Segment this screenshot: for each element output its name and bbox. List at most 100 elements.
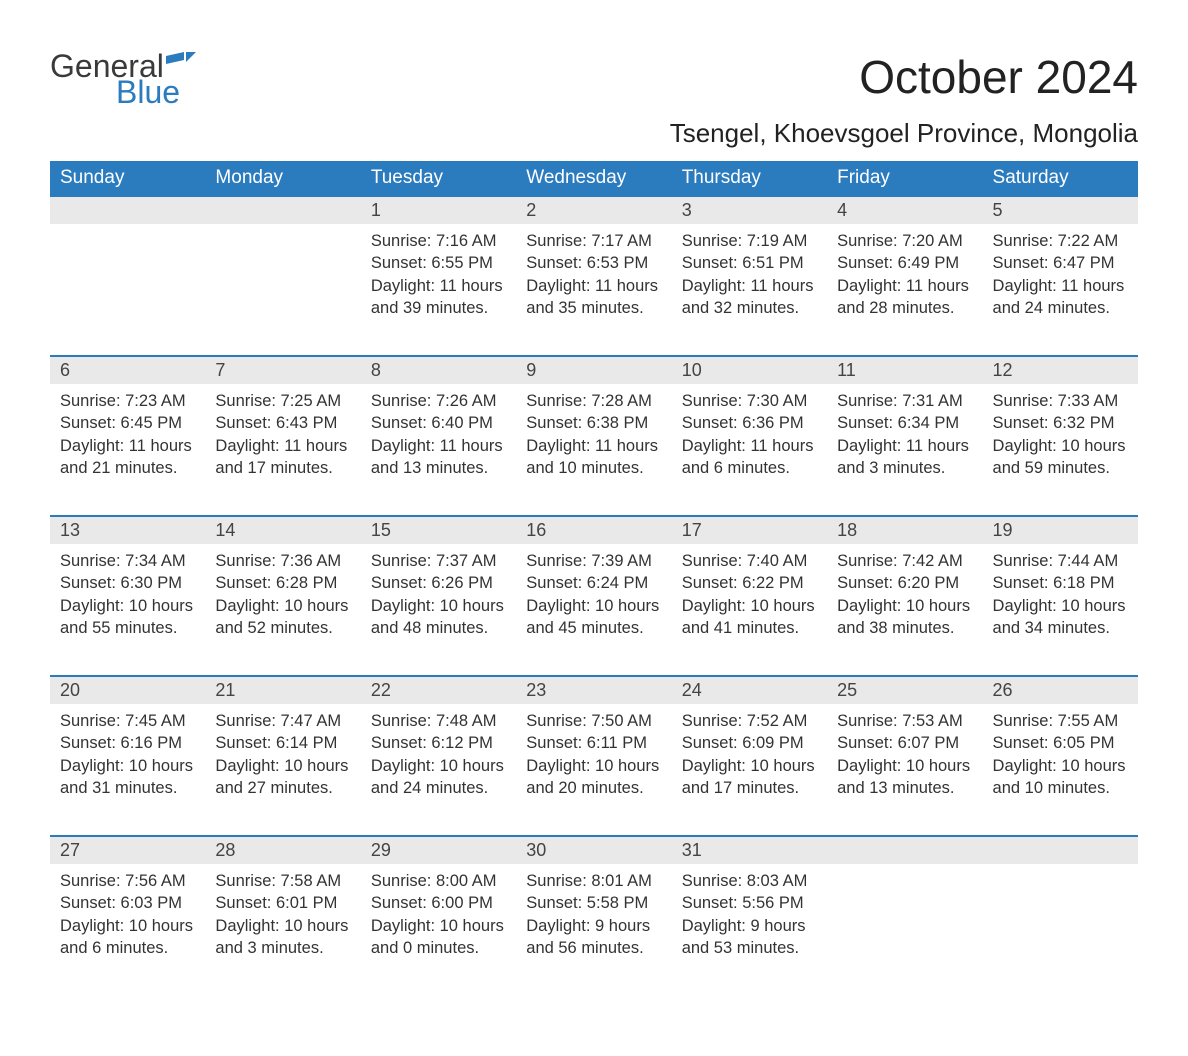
sunrise-line: Sunrise: 7:58 AM (215, 870, 350, 892)
sunset-line: Sunset: 6:40 PM (371, 412, 506, 434)
daylight-line: Daylight: 10 hours and 59 minutes. (993, 435, 1128, 480)
sunrise-line: Sunrise: 7:39 AM (526, 550, 661, 572)
day-number: 2 (516, 196, 671, 224)
daylight-line: Daylight: 11 hours and 28 minutes. (837, 275, 972, 320)
sunrise-line: Sunrise: 8:03 AM (682, 870, 817, 892)
sunset-line: Sunset: 6:32 PM (993, 412, 1128, 434)
day-number: 26 (983, 676, 1138, 704)
sunset-line: Sunset: 5:58 PM (526, 892, 661, 914)
sunset-line: Sunset: 6:14 PM (215, 732, 350, 754)
month-title: October 2024 (859, 50, 1138, 104)
day-number: 18 (827, 516, 982, 544)
sunset-line: Sunset: 6:01 PM (215, 892, 350, 914)
day-cell: Sunrise: 8:00 AMSunset: 6:00 PMDaylight:… (361, 864, 516, 996)
day-header: Friday (827, 161, 982, 196)
day-number: 31 (672, 836, 827, 864)
sunset-line: Sunset: 6:24 PM (526, 572, 661, 594)
day-number: 23 (516, 676, 671, 704)
day-number: 28 (205, 836, 360, 864)
day-detail-row: Sunrise: 7:34 AMSunset: 6:30 PMDaylight:… (50, 544, 1138, 676)
sunset-line: Sunset: 6:26 PM (371, 572, 506, 594)
daylight-line: Daylight: 10 hours and 0 minutes. (371, 915, 506, 960)
sunrise-line: Sunrise: 7:52 AM (682, 710, 817, 732)
daylight-line: Daylight: 10 hours and 38 minutes. (837, 595, 972, 640)
day-cell: Sunrise: 7:39 AMSunset: 6:24 PMDaylight:… (516, 544, 671, 676)
daylight-line: Daylight: 9 hours and 56 minutes. (526, 915, 661, 960)
sunrise-line: Sunrise: 7:25 AM (215, 390, 350, 412)
sunset-line: Sunset: 6:51 PM (682, 252, 817, 274)
sunrise-line: Sunrise: 7:45 AM (60, 710, 195, 732)
day-detail-row: Sunrise: 7:56 AMSunset: 6:03 PMDaylight:… (50, 864, 1138, 996)
sunset-line: Sunset: 6:30 PM (60, 572, 195, 594)
daylight-line: Daylight: 10 hours and 6 minutes. (60, 915, 195, 960)
day-detail-row: Sunrise: 7:16 AMSunset: 6:55 PMDaylight:… (50, 224, 1138, 356)
brand-logo: General Blue (50, 50, 196, 108)
day-number: 24 (672, 676, 827, 704)
sunrise-line: Sunrise: 7:50 AM (526, 710, 661, 732)
day-cell: Sunrise: 7:40 AMSunset: 6:22 PMDaylight:… (672, 544, 827, 676)
day-number-row: 13141516171819 (50, 516, 1138, 544)
day-number: 25 (827, 676, 982, 704)
sunrise-line: Sunrise: 7:22 AM (993, 230, 1128, 252)
day-number: 3 (672, 196, 827, 224)
sunset-line: Sunset: 6:12 PM (371, 732, 506, 754)
day-number: 27 (50, 836, 205, 864)
day-number: 22 (361, 676, 516, 704)
sunset-line: Sunset: 6:38 PM (526, 412, 661, 434)
day-cell: Sunrise: 7:19 AMSunset: 6:51 PMDaylight:… (672, 224, 827, 356)
day-number: 17 (672, 516, 827, 544)
daylight-line: Daylight: 10 hours and 3 minutes. (215, 915, 350, 960)
empty-cell (50, 196, 205, 224)
day-cell: Sunrise: 7:53 AMSunset: 6:07 PMDaylight:… (827, 704, 982, 836)
day-number-row: 20212223242526 (50, 676, 1138, 704)
day-number-row: 12345 (50, 196, 1138, 224)
day-number: 11 (827, 356, 982, 384)
brand-word-2: Blue (50, 76, 196, 108)
day-number-row: 6789101112 (50, 356, 1138, 384)
sunrise-line: Sunrise: 7:37 AM (371, 550, 506, 572)
sunrise-line: Sunrise: 7:47 AM (215, 710, 350, 732)
sunrise-line: Sunrise: 7:34 AM (60, 550, 195, 572)
day-cell: Sunrise: 7:23 AMSunset: 6:45 PMDaylight:… (50, 384, 205, 516)
sunrise-line: Sunrise: 7:48 AM (371, 710, 506, 732)
sunrise-line: Sunrise: 8:01 AM (526, 870, 661, 892)
sunrise-line: Sunrise: 8:00 AM (371, 870, 506, 892)
daylight-line: Daylight: 10 hours and 20 minutes. (526, 755, 661, 800)
day-number: 1 (361, 196, 516, 224)
day-cell: Sunrise: 7:44 AMSunset: 6:18 PMDaylight:… (983, 544, 1138, 676)
empty-cell (50, 224, 205, 356)
sunrise-line: Sunrise: 7:26 AM (371, 390, 506, 412)
daylight-line: Daylight: 9 hours and 53 minutes. (682, 915, 817, 960)
day-cell: Sunrise: 7:45 AMSunset: 6:16 PMDaylight:… (50, 704, 205, 836)
day-cell: Sunrise: 8:03 AMSunset: 5:56 PMDaylight:… (672, 864, 827, 996)
page-header: General Blue October 2024 (50, 50, 1138, 108)
day-number: 6 (50, 356, 205, 384)
day-cell: Sunrise: 7:30 AMSunset: 6:36 PMDaylight:… (672, 384, 827, 516)
sunset-line: Sunset: 6:05 PM (993, 732, 1128, 754)
day-number: 10 (672, 356, 827, 384)
day-cell: Sunrise: 7:28 AMSunset: 6:38 PMDaylight:… (516, 384, 671, 516)
day-cell: Sunrise: 7:20 AMSunset: 6:49 PMDaylight:… (827, 224, 982, 356)
sunrise-line: Sunrise: 7:20 AM (837, 230, 972, 252)
sunrise-line: Sunrise: 7:28 AM (526, 390, 661, 412)
daylight-line: Daylight: 11 hours and 32 minutes. (682, 275, 817, 320)
sunrise-line: Sunrise: 7:55 AM (993, 710, 1128, 732)
day-cell: Sunrise: 7:17 AMSunset: 6:53 PMDaylight:… (516, 224, 671, 356)
daylight-line: Daylight: 11 hours and 24 minutes. (993, 275, 1128, 320)
daylight-line: Daylight: 11 hours and 17 minutes. (215, 435, 350, 480)
day-cell: Sunrise: 7:58 AMSunset: 6:01 PMDaylight:… (205, 864, 360, 996)
day-number: 12 (983, 356, 1138, 384)
empty-cell (983, 836, 1138, 864)
empty-cell (205, 224, 360, 356)
sunset-line: Sunset: 6:55 PM (371, 252, 506, 274)
daylight-line: Daylight: 11 hours and 3 minutes. (837, 435, 972, 480)
sunset-line: Sunset: 6:22 PM (682, 572, 817, 594)
daylight-line: Daylight: 10 hours and 45 minutes. (526, 595, 661, 640)
sunset-line: Sunset: 6:47 PM (993, 252, 1128, 274)
day-number: 20 (50, 676, 205, 704)
day-cell: Sunrise: 7:56 AMSunset: 6:03 PMDaylight:… (50, 864, 205, 996)
sunset-line: Sunset: 6:36 PM (682, 412, 817, 434)
day-detail-row: Sunrise: 7:45 AMSunset: 6:16 PMDaylight:… (50, 704, 1138, 836)
sunrise-line: Sunrise: 7:19 AM (682, 230, 817, 252)
daylight-line: Daylight: 10 hours and 55 minutes. (60, 595, 195, 640)
